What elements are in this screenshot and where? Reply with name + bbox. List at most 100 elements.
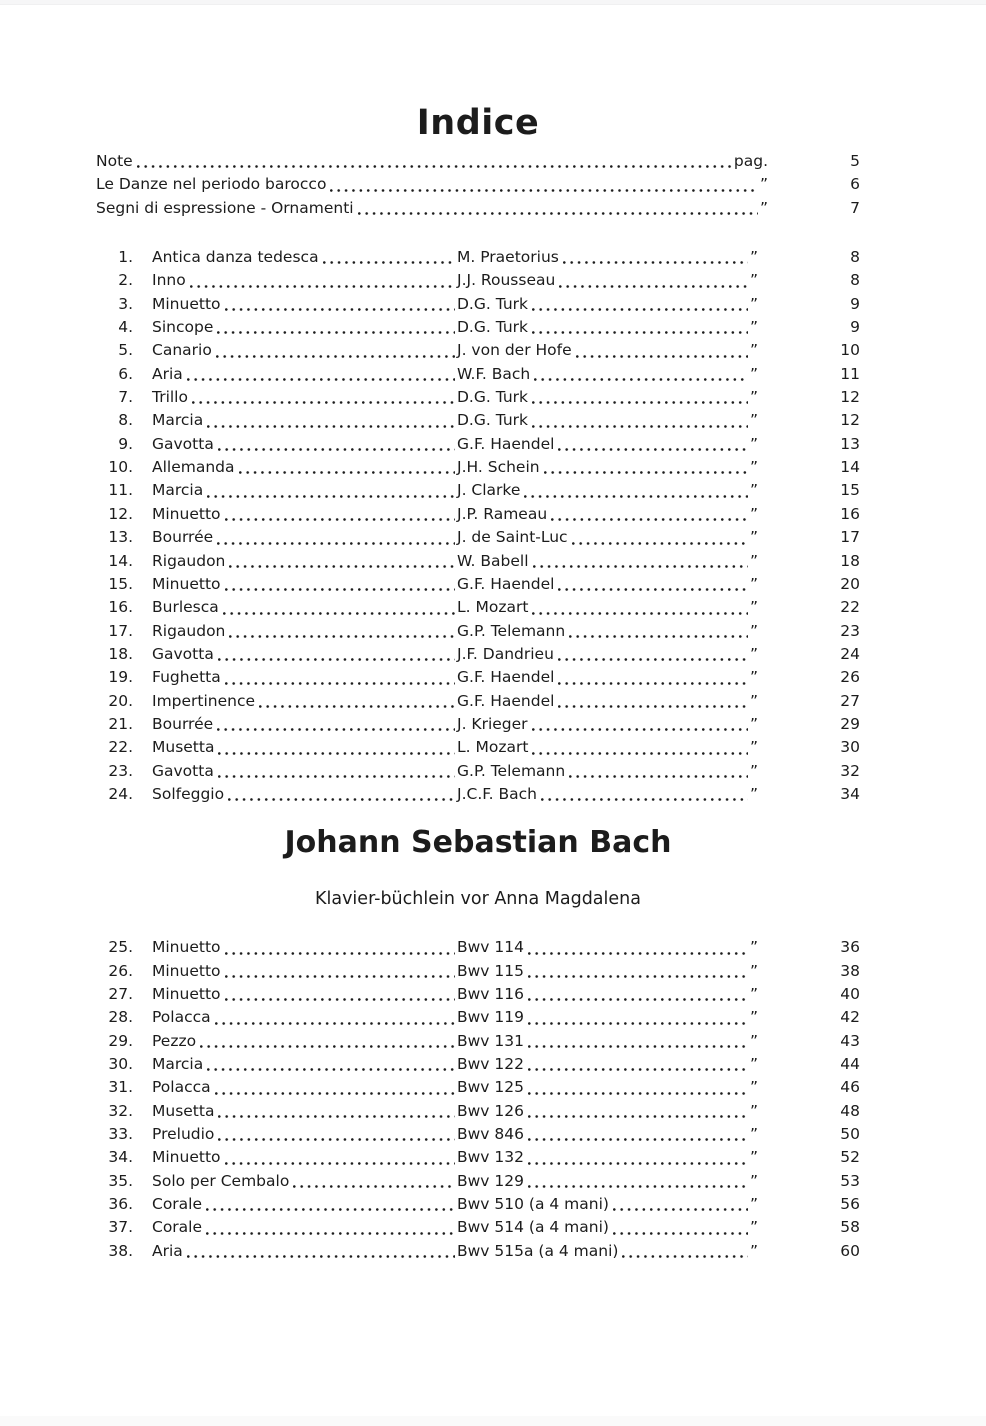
toc-entry-title-cell: Corale	[152, 1216, 457, 1239]
toc-entry-row: 19. Fughetta G.F. Haendel ” 26	[96, 666, 860, 689]
toc-entry-title-cell: Impertinence	[152, 690, 457, 713]
dot-leader	[609, 1193, 750, 1216]
dot-leader	[568, 526, 750, 549]
toc-page-number: 15	[840, 481, 860, 500]
dot-leader	[225, 550, 457, 573]
ditto-mark: ”	[749, 388, 758, 407]
toc-entry-composer-cell: Bwv 119 ”	[457, 1006, 758, 1029]
toc-entry-number: 36.	[108, 1194, 133, 1213]
toc-entry-title-cell: Pezzo	[152, 1030, 457, 1053]
toc-entry-number: 23.	[108, 761, 133, 780]
dot-leader	[555, 269, 750, 292]
toc-page-number: 48	[840, 1101, 860, 1120]
toc-page-number: 27	[840, 691, 860, 710]
toc-entry-title-cell: Solo per Cembalo	[152, 1170, 457, 1193]
toc-entry-number: 14.	[108, 551, 133, 570]
toc-entry-title: Minuetto	[152, 984, 221, 1003]
toc-entry-composer: Bwv 116	[457, 984, 524, 1003]
toc-entry-composer: J. Krieger	[457, 714, 528, 733]
toc-entry-composer: Bwv 846	[457, 1124, 524, 1143]
toc-entry-composer: J.C.F. Bach	[457, 784, 538, 803]
toc-entry-title-cell: Aria	[152, 363, 457, 386]
toc-entry-composer-cell: G.F. Haendel ”	[457, 573, 758, 596]
dot-leader	[524, 1100, 750, 1123]
toc-entry-composer: W.F. Bach	[457, 364, 531, 383]
dot-leader	[565, 620, 750, 643]
toc-entry-title: Inno	[152, 271, 186, 290]
toc-entry-composer-cell: J.J. Rousseau ”	[457, 269, 758, 292]
toc-entry-title: Polacca	[152, 1008, 211, 1027]
toc-entry-row: 16. Burlesca L. Mozart ” 22	[96, 596, 860, 619]
toc-entry-title-cell: Preludio	[152, 1123, 457, 1146]
section-subheading: Klavier-büchlein vor Anna Magdalena	[315, 889, 641, 910]
toc-entry-row: 27. Minuetto Bwv 116 ” 40	[96, 983, 860, 1006]
toc-entry-number: 33.	[108, 1124, 133, 1143]
ditto-mark: ”	[749, 784, 758, 803]
ditto-mark: ”	[749, 738, 758, 757]
dot-leader	[528, 386, 750, 409]
toc-entry-row: 9. Gavotta G.F. Haendel ” 13	[96, 433, 860, 456]
ditto-mark: ”	[749, 271, 758, 290]
toc-entry-row: 26. Minuetto Bwv 115 ” 38	[96, 960, 860, 983]
toc-entry-title: Marcia	[152, 411, 204, 430]
toc-front-title: Note	[96, 152, 133, 170]
dot-leader	[196, 1030, 457, 1053]
toc-entry-composer-cell: J. Krieger ”	[457, 713, 758, 736]
dot-leader	[554, 573, 750, 596]
toc-entry-composer: J. von der Hofe	[457, 341, 572, 360]
ditto-mark: ”	[749, 1241, 758, 1260]
dot-leader	[202, 1216, 457, 1239]
toc-entry-composer: Bwv 119	[457, 1008, 524, 1027]
toc-entry-title-cell: Gavotta	[152, 433, 457, 456]
toc-entry-title-cell: Bourrée	[152, 526, 457, 549]
toc-entry-composer-cell: Bwv 116 ”	[457, 983, 758, 1006]
dot-leader	[529, 550, 750, 573]
dot-leader	[203, 479, 457, 502]
page-ref-mark: pag.	[733, 152, 768, 170]
toc-entry-title-cell: Musetta	[152, 1100, 457, 1123]
toc-entry-composer: J.J. Rousseau	[457, 271, 556, 290]
toc-entry-title: Minuetto	[152, 1148, 221, 1167]
toc-entry-title: Musetta	[152, 1101, 215, 1120]
toc-front-row: Note pag. 5	[96, 150, 860, 173]
toc-entry-number: 32.	[108, 1101, 133, 1120]
toc-entry-title-cell: Minuetto	[152, 293, 457, 316]
toc-entry-title: Bourrée	[152, 714, 214, 733]
ditto-mark: ”	[749, 668, 758, 687]
toc-entry-composer: J.H. Schein	[457, 458, 540, 477]
ditto-mark: ”	[749, 938, 758, 957]
toc-entry-title: Marcia	[152, 1054, 204, 1073]
ditto-mark: ”	[749, 961, 758, 980]
toc-page-number: 60	[840, 1241, 860, 1260]
toc-entry-title: Gavotta	[152, 761, 214, 780]
dot-leader	[319, 246, 457, 269]
ditto-mark: ”	[749, 621, 758, 640]
dot-leader	[221, 1146, 457, 1169]
toc-entry-number: 27.	[108, 984, 133, 1003]
toc-page-number: 6	[850, 175, 860, 194]
ditto-mark: ”	[749, 598, 758, 617]
toc-entry-composer-cell: W. Babell ”	[457, 550, 758, 573]
dot-leader	[235, 456, 457, 479]
dot-leader	[554, 433, 750, 456]
toc-entry-number: 20.	[108, 691, 133, 710]
toc-entry-row: 38. Aria Bwv 515a (a 4 mani) ” 60	[96, 1240, 860, 1263]
toc-entry-number: 2.	[118, 271, 133, 290]
dot-leader	[524, 1123, 750, 1146]
ditto-mark: ”	[749, 1008, 758, 1027]
toc-entry-composer-cell: Bwv 132 ”	[457, 1146, 758, 1169]
toc-page-number: 9	[850, 294, 860, 313]
toc-entry-composer: Bwv 132	[457, 1148, 524, 1167]
dot-leader	[221, 503, 457, 526]
toc-page-number: 44	[840, 1054, 860, 1073]
toc-entry-title: Minuetto	[152, 938, 221, 957]
toc-entry-composer-cell: J. von der Hofe ”	[457, 339, 758, 362]
toc-entry-composer-cell: J.H. Schein ”	[457, 456, 758, 479]
toc-front-cell: Le Danze nel periodo barocco ”	[96, 173, 768, 196]
dot-leader	[524, 1146, 750, 1169]
toc-entry-composer-cell: D.G. Turk ”	[457, 386, 758, 409]
dot-leader	[214, 736, 457, 759]
toc-entry-composer: Bwv 510 (a 4 mani)	[457, 1194, 609, 1213]
toc-entry-title-cell: Polacca	[152, 1006, 457, 1029]
toc-entry-composer: G.F. Haendel	[457, 434, 555, 453]
